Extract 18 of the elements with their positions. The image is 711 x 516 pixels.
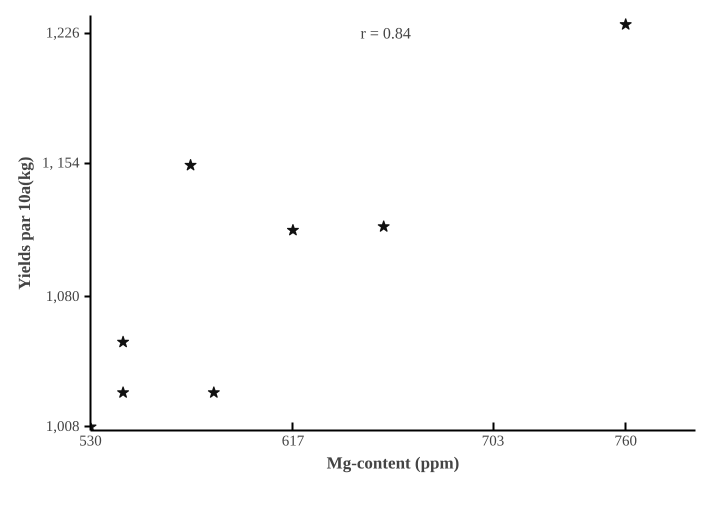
x-axis-title: Mg-content (ppm) xyxy=(326,454,460,472)
y-tick-label: 1, 154 xyxy=(42,155,80,172)
x-tick-label: 617 xyxy=(282,434,305,450)
y-tick-label: 1,008 xyxy=(46,418,80,435)
x-tick-label: 530 xyxy=(79,434,102,450)
point xyxy=(619,18,632,30)
point xyxy=(184,158,197,171)
y-tick-label: 1,226 xyxy=(46,26,80,42)
point xyxy=(377,220,390,232)
point xyxy=(116,386,130,398)
point xyxy=(208,386,220,398)
x-tick-label: 760 xyxy=(614,434,637,450)
y-axis-title: Yields par 10a(kg) xyxy=(15,156,34,290)
point xyxy=(116,336,130,348)
point xyxy=(286,224,300,236)
y-tick-label: 1,080 xyxy=(46,288,80,305)
annotation: r = 0.84 xyxy=(360,26,411,42)
x-tick-label: 703 xyxy=(482,434,504,450)
